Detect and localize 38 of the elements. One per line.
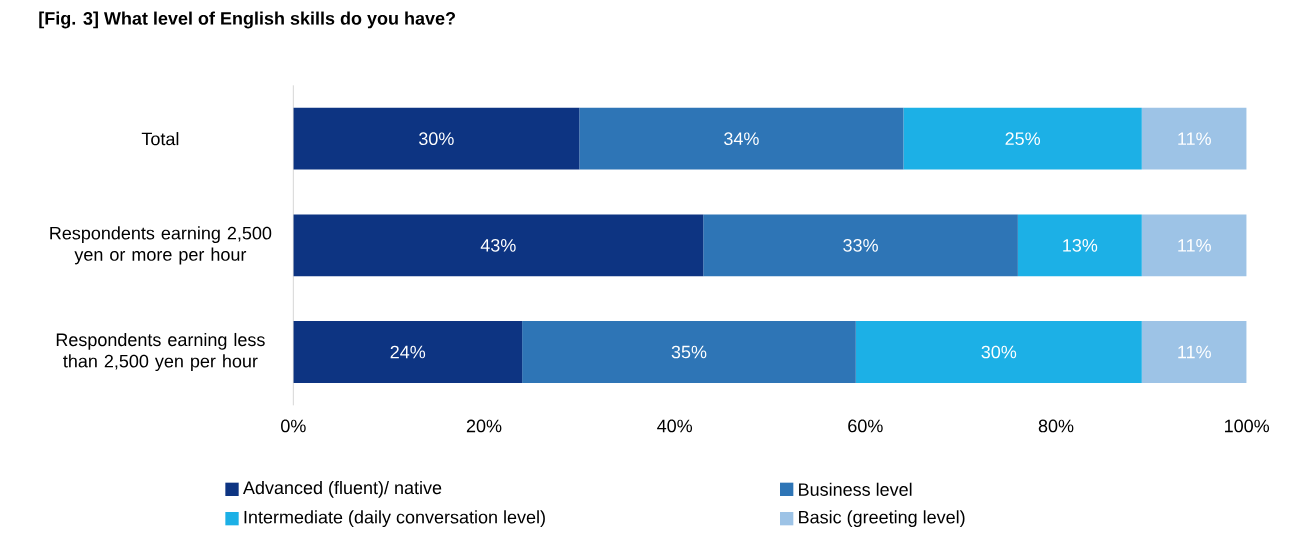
- bar: [579, 107, 904, 170]
- data-label: 30%: [981, 345, 1017, 359]
- y-tick-label: Total: [141, 131, 179, 146]
- x-tick-label: 0%: [281, 419, 306, 433]
- data-label: 43%: [480, 238, 516, 252]
- data-label: 11%: [1178, 238, 1211, 252]
- chart-title: [Fig. 3] What level of English skills do you have?: [39, 11, 455, 29]
- x-tick-label: 60%: [848, 419, 883, 433]
- bar: [703, 214, 1018, 277]
- legend-label: Business level: [799, 482, 912, 496]
- bar: [855, 320, 1142, 383]
- data-label: 25%: [1005, 132, 1041, 145]
- bar: [293, 320, 523, 383]
- bar: [522, 320, 856, 383]
- x-tick-label: 40%: [657, 419, 693, 433]
- data-label: 34%: [724, 132, 759, 145]
- data-label: 11%: [1178, 132, 1211, 145]
- bar: [1141, 107, 1247, 170]
- legend-label: Intermediate (daily conversation level): [244, 510, 545, 527]
- data-label: 11%: [1178, 345, 1211, 359]
- x-tick-label: 80%: [1038, 419, 1074, 433]
- data-label: 35%: [671, 345, 707, 359]
- x-tick-label: 20%: [466, 419, 502, 433]
- data-label: 13%: [1063, 238, 1098, 252]
- legend-label: Basic (greeting level): [799, 510, 965, 527]
- data-label: 33%: [843, 238, 878, 252]
- legend-label: Advanced (fluent)/ native: [242, 480, 442, 498]
- bar: [293, 107, 580, 170]
- y-tick-label: Respondents earning less than 2,500 yen per hour: [56, 332, 265, 371]
- bar: [1017, 214, 1142, 277]
- bar: [1141, 214, 1247, 277]
- x-tick-label: 100%: [1225, 419, 1270, 433]
- data-label: 30%: [419, 132, 454, 145]
- y-tick-label: Respondents earning 2,500 yen or more per hour: [50, 226, 272, 265]
- bar: [293, 214, 704, 277]
- data-label: 24%: [390, 345, 426, 359]
- bar: [903, 107, 1142, 170]
- bar: [1141, 320, 1247, 383]
